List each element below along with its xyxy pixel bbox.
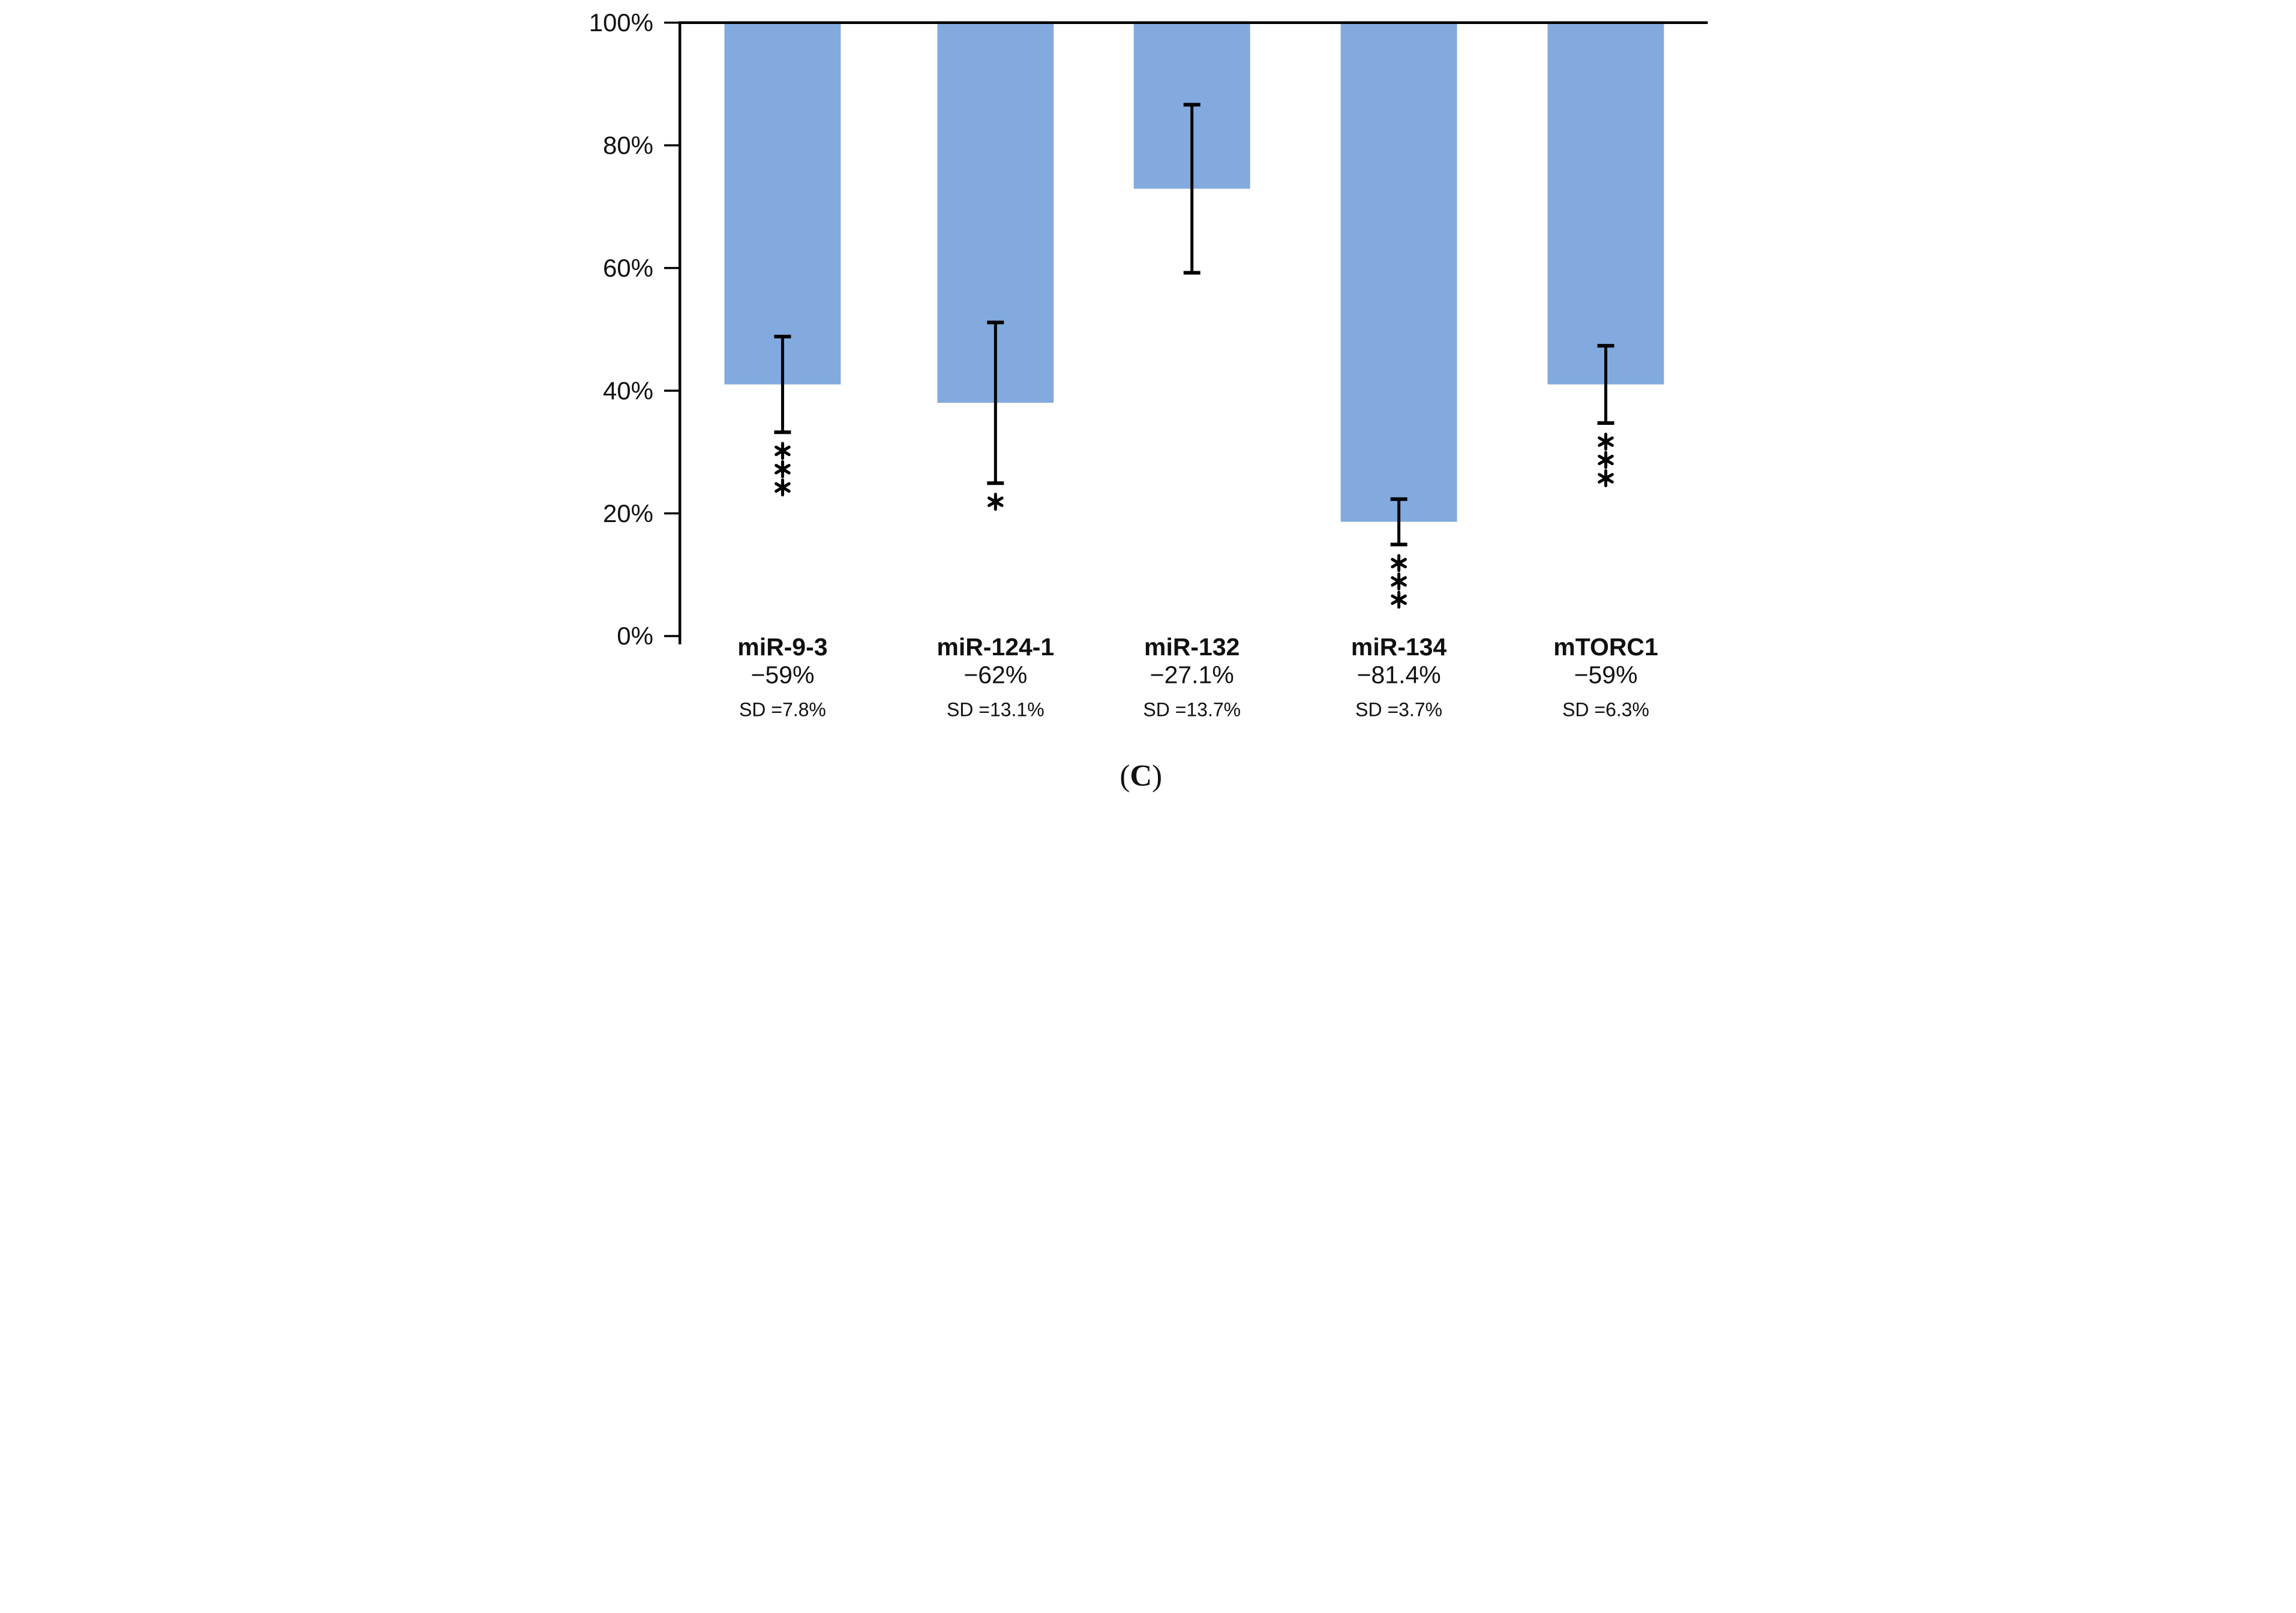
star-spoke <box>775 445 791 457</box>
change-label: −59% <box>751 661 814 689</box>
significance-star <box>1391 572 1407 590</box>
sd-label: SD =3.7% <box>1355 699 1442 721</box>
bar <box>1340 23 1457 522</box>
y-axis-line <box>678 21 682 644</box>
y-tick-label: 100% <box>589 8 653 37</box>
significance-star <box>775 460 791 478</box>
error-bar <box>994 322 997 484</box>
category-label: mTORC1 <box>1553 633 1658 661</box>
y-tick-label: 20% <box>603 499 653 527</box>
error-bar-cap-bottom <box>1597 421 1614 425</box>
category-label: miR-9-3 <box>737 633 827 661</box>
change-label: −27.1% <box>1150 661 1234 689</box>
change-label: −62% <box>964 661 1027 689</box>
error-bar-cap-bottom <box>1390 542 1407 547</box>
star-spoke <box>1391 557 1407 569</box>
y-tick <box>664 21 679 24</box>
caption-letter: C <box>1130 760 1152 793</box>
y-tick-label: 40% <box>603 376 653 404</box>
y-tick-label: 60% <box>603 254 653 282</box>
significance-star <box>1391 590 1407 609</box>
caption-close-paren: ) <box>1152 760 1162 793</box>
error-bar-cap-bottom <box>774 430 791 434</box>
bar <box>724 23 841 385</box>
error-bar-cap-top <box>1390 497 1407 501</box>
category-label: miR-134 <box>1351 633 1447 661</box>
bar-chart: 0%20%40%60%80%100% miR-9-3−59%SD =7.8%mi… <box>574 0 1722 806</box>
star-spoke <box>1391 594 1407 605</box>
category-labels: miR-9-3−59%SD =7.8%miR-124-1−62%SD =13.1… <box>737 633 1658 720</box>
error-bar-cap-top <box>1597 344 1614 348</box>
y-tick-label: 80% <box>603 131 653 159</box>
significance-star <box>1598 469 1614 487</box>
error-bar <box>781 336 784 433</box>
significance-star <box>1391 554 1407 572</box>
annotations <box>774 103 1614 609</box>
category-label: miR-132 <box>1144 633 1239 661</box>
star-spoke <box>1598 454 1614 466</box>
change-label: −81.4% <box>1357 661 1441 689</box>
significance-star <box>775 442 791 460</box>
significance-star <box>987 493 1004 511</box>
caption-open-paren: ( <box>1120 760 1130 793</box>
error-bar-cap-top <box>774 334 791 338</box>
star-spoke <box>1391 576 1407 587</box>
significance-star <box>775 478 791 497</box>
y-tick <box>664 389 679 392</box>
bar <box>1547 23 1664 385</box>
change-label: −59% <box>1574 661 1638 689</box>
star-spoke <box>775 482 791 493</box>
star-spoke <box>1598 436 1614 447</box>
y-tick <box>664 266 679 269</box>
error-bar <box>1397 499 1401 545</box>
error-bar-cap-bottom <box>1183 271 1200 275</box>
significance-star <box>1598 451 1614 469</box>
error-bar-cap-top <box>1183 103 1200 107</box>
error-bar <box>1604 346 1608 424</box>
axes: 0% 20% 40% 60% 80% 100% <box>589 8 1708 650</box>
category-label: miR-124-1 <box>937 633 1054 661</box>
star-spoke <box>987 496 1004 507</box>
sd-label: SD =6.3% <box>1562 699 1649 721</box>
sd-label: SD =13.7% <box>1143 699 1241 721</box>
y-tick-label: 0% <box>617 622 653 650</box>
error-bar-cap-top <box>987 320 1004 325</box>
star-spoke <box>775 464 791 475</box>
y-tick <box>664 512 679 515</box>
error-bar-cap-bottom <box>987 481 1004 485</box>
error-bar <box>1190 104 1194 273</box>
y-tick <box>664 635 679 637</box>
sd-label: SD =13.1% <box>947 699 1045 721</box>
bars <box>724 23 1664 522</box>
sd-label: SD =7.8% <box>739 699 826 721</box>
axis-line-100pct <box>678 21 1708 24</box>
figure-panel: 0% 20% 40% 60% 80% 100% miR-9-3 −59% SD =7.8% mi… <box>574 0 1722 806</box>
figure-caption: (C) <box>1120 760 1162 793</box>
significance-star <box>1598 432 1614 451</box>
y-tick <box>664 144 679 146</box>
star-spoke <box>1598 473 1614 484</box>
